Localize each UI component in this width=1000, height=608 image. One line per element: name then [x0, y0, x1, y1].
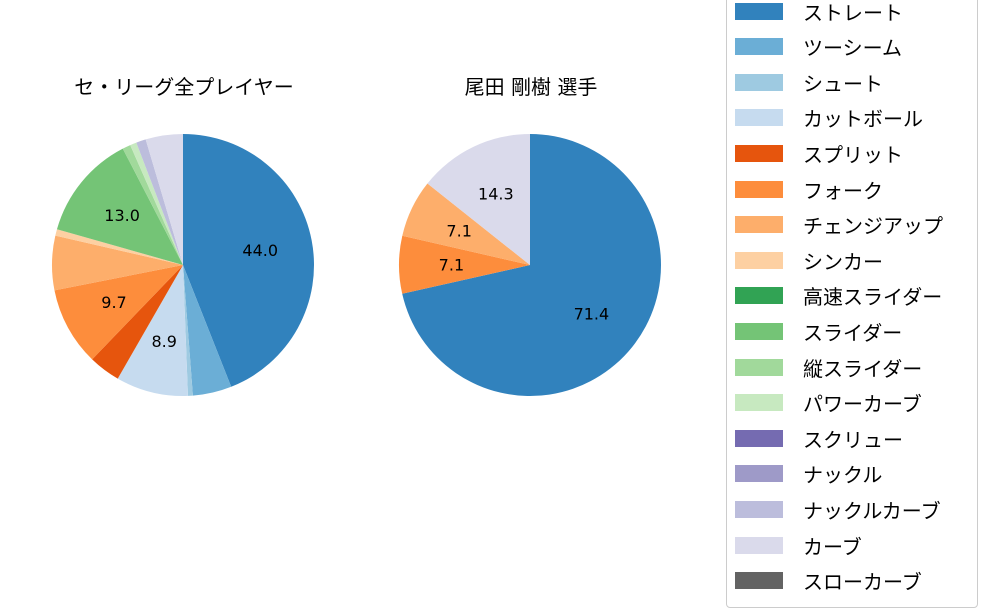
legend-swatch: [735, 287, 783, 305]
pie-slice: [92, 265, 183, 379]
pie-slice: [122, 145, 183, 265]
pie-slice: [145, 134, 183, 265]
slice-value-label: 71.4: [574, 305, 610, 324]
legend-swatch: [735, 394, 783, 412]
legend-swatch: [735, 144, 783, 162]
left-chart-title: セ・リーグ全プレイヤー: [74, 75, 294, 99]
pie-slice: [402, 183, 530, 265]
legend-swatch: [735, 73, 783, 91]
legend-label: スクリュー: [803, 427, 903, 452]
pie-slice: [56, 148, 183, 265]
legend-label: ナックルカーブ: [803, 498, 941, 523]
legend-swatch: [735, 429, 783, 447]
slice-value-label: 7.1: [439, 255, 464, 274]
legend-swatch: [735, 251, 783, 269]
legend-label: 高速スライダー: [803, 285, 943, 310]
legend-swatch: [735, 180, 783, 198]
pie-slice: [183, 265, 232, 396]
legend-swatch: [735, 109, 783, 127]
slice-value-label: 14.3: [478, 185, 514, 204]
legend-swatch: [735, 38, 783, 56]
slice-value-label: 7.1: [446, 221, 471, 240]
pie-slice: [183, 265, 193, 396]
legend-label: カーブ: [803, 534, 862, 559]
pie-slice: [54, 265, 183, 360]
pie-slice: [183, 134, 314, 387]
pie-slice: [117, 265, 188, 396]
legend-swatch: [735, 216, 783, 234]
legend-label: パワーカーブ: [803, 392, 922, 417]
legend-swatch: [735, 2, 783, 20]
legend-swatch: [735, 358, 783, 376]
pie-slice: [427, 134, 530, 265]
legend-swatch: [735, 465, 783, 483]
legend-label: カットボール: [803, 107, 923, 132]
pie-slice: [130, 142, 183, 265]
slice-value-label: 13.0: [104, 206, 140, 225]
legend-label: スローカーブ: [803, 570, 922, 595]
pie-slice: [402, 134, 661, 396]
pie-slice: [55, 229, 184, 265]
legend-label: ツーシーム: [803, 36, 902, 61]
legend-label: チェンジアップ: [803, 214, 943, 239]
right-chart-title: 尾田 剛樹 選手: [464, 75, 598, 99]
legend-label: シンカー: [803, 249, 883, 274]
legend-label: 縦スライダー: [803, 356, 923, 381]
legend-label: ストレート: [803, 0, 903, 25]
legend-label: スライダー: [803, 320, 903, 345]
slice-value-label: 8.9: [151, 332, 176, 351]
legend-swatch: [735, 500, 783, 518]
pie-slice: [136, 139, 183, 265]
slice-value-label: 44.0: [242, 241, 278, 260]
slice-value-label: 9.7: [101, 293, 126, 312]
legend-label: スプリット: [803, 142, 903, 167]
legend-swatch: [735, 536, 783, 554]
legend-label: シュート: [803, 71, 883, 96]
legend: ストレートツーシームシュートカットボール スプリットフォークチェンジアップ シンカー…: [726, 0, 978, 608]
legend-swatch: [735, 322, 783, 340]
legend-swatch: [735, 572, 783, 590]
legend-label: フォーク: [803, 178, 883, 203]
legend-label: ナックル: [803, 463, 883, 488]
left-pie-chart: 44.0 8.9 9.7 13.0: [52, 134, 314, 396]
right-pie-chart: 71.4 7.1 7.1 14.3: [398, 134, 661, 396]
pie-slice: [52, 235, 183, 291]
pie-charts: 44.0 8.9 9.7 13.0 71.4 7.1 7.1 14.3: [52, 134, 661, 396]
pie-slice: [398, 235, 530, 294]
